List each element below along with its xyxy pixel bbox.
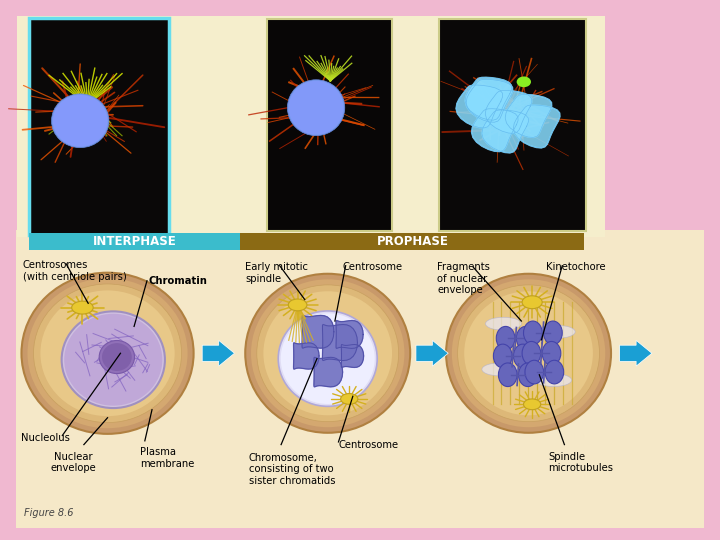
Ellipse shape <box>525 360 544 384</box>
Ellipse shape <box>498 363 517 387</box>
Polygon shape <box>294 343 319 369</box>
Text: Plasma
membrane: Plasma membrane <box>140 447 194 469</box>
Polygon shape <box>314 357 343 387</box>
Ellipse shape <box>542 341 561 365</box>
Ellipse shape <box>482 363 518 376</box>
Text: PROPHASE: PROPHASE <box>377 235 449 248</box>
Ellipse shape <box>517 77 531 87</box>
Ellipse shape <box>288 299 307 311</box>
Ellipse shape <box>539 325 575 338</box>
FancyBboxPatch shape <box>16 230 704 528</box>
FancyBboxPatch shape <box>29 17 168 235</box>
Text: Nucleolus: Nucleolus <box>22 433 71 443</box>
Ellipse shape <box>458 285 600 422</box>
Text: Figure 8.6: Figure 8.6 <box>24 508 74 518</box>
FancyArrow shape <box>416 340 449 366</box>
Ellipse shape <box>464 291 593 415</box>
Ellipse shape <box>522 341 541 365</box>
Ellipse shape <box>264 291 392 415</box>
Text: Centrosome: Centrosome <box>338 440 399 450</box>
Polygon shape <box>513 105 560 148</box>
Polygon shape <box>465 77 512 120</box>
Ellipse shape <box>516 326 535 350</box>
Polygon shape <box>482 110 528 153</box>
Ellipse shape <box>545 360 564 384</box>
Ellipse shape <box>27 278 188 428</box>
Polygon shape <box>472 109 518 152</box>
Polygon shape <box>485 91 532 133</box>
Text: Centrosome: Centrosome <box>342 262 402 272</box>
FancyBboxPatch shape <box>29 233 240 249</box>
Ellipse shape <box>40 291 175 416</box>
FancyArrow shape <box>620 340 652 366</box>
Ellipse shape <box>64 314 162 406</box>
Polygon shape <box>323 325 357 361</box>
Ellipse shape <box>496 326 515 350</box>
FancyBboxPatch shape <box>267 18 392 231</box>
Ellipse shape <box>493 344 512 368</box>
Polygon shape <box>336 321 363 348</box>
Ellipse shape <box>99 341 135 374</box>
Ellipse shape <box>281 313 374 404</box>
FancyBboxPatch shape <box>240 233 585 249</box>
Ellipse shape <box>522 296 542 309</box>
Text: Centrosomes
(with centriole pairs): Centrosomes (with centriole pairs) <box>23 260 127 282</box>
Ellipse shape <box>518 363 537 387</box>
Ellipse shape <box>544 321 562 345</box>
FancyArrow shape <box>202 340 235 366</box>
Ellipse shape <box>53 95 107 146</box>
Text: Fragments
of nuclear
envelope: Fragments of nuclear envelope <box>438 262 490 295</box>
Ellipse shape <box>536 374 572 387</box>
Ellipse shape <box>289 81 343 134</box>
Ellipse shape <box>72 301 93 314</box>
FancyBboxPatch shape <box>17 16 606 237</box>
Polygon shape <box>302 315 334 348</box>
Ellipse shape <box>22 273 194 434</box>
Ellipse shape <box>102 343 132 371</box>
Polygon shape <box>341 345 364 367</box>
Ellipse shape <box>62 312 165 408</box>
Ellipse shape <box>246 274 410 433</box>
Ellipse shape <box>513 344 532 368</box>
Ellipse shape <box>287 80 345 136</box>
Text: Early mitotic
spindle: Early mitotic spindle <box>246 262 308 284</box>
Ellipse shape <box>34 284 181 423</box>
Text: Chromosome,
consisting of two
sister chromatids: Chromosome, consisting of two sister chr… <box>249 453 336 486</box>
Ellipse shape <box>523 399 541 410</box>
Polygon shape <box>466 79 513 122</box>
Ellipse shape <box>52 94 109 147</box>
Ellipse shape <box>485 318 521 330</box>
Text: INTERPHASE: INTERPHASE <box>93 235 176 248</box>
Ellipse shape <box>278 311 377 406</box>
Ellipse shape <box>446 274 611 433</box>
Text: Spindle
microtubules: Spindle microtubules <box>548 451 613 473</box>
Ellipse shape <box>251 279 405 427</box>
Text: Kinetochore: Kinetochore <box>546 262 606 272</box>
Ellipse shape <box>257 285 399 422</box>
Text: Chromatin: Chromatin <box>148 276 207 286</box>
Polygon shape <box>456 85 503 128</box>
Text: Nuclear
envelope: Nuclear envelope <box>50 451 96 473</box>
FancyBboxPatch shape <box>439 18 586 231</box>
Polygon shape <box>505 94 552 137</box>
Ellipse shape <box>523 321 542 345</box>
Ellipse shape <box>341 394 358 404</box>
Ellipse shape <box>452 279 606 427</box>
